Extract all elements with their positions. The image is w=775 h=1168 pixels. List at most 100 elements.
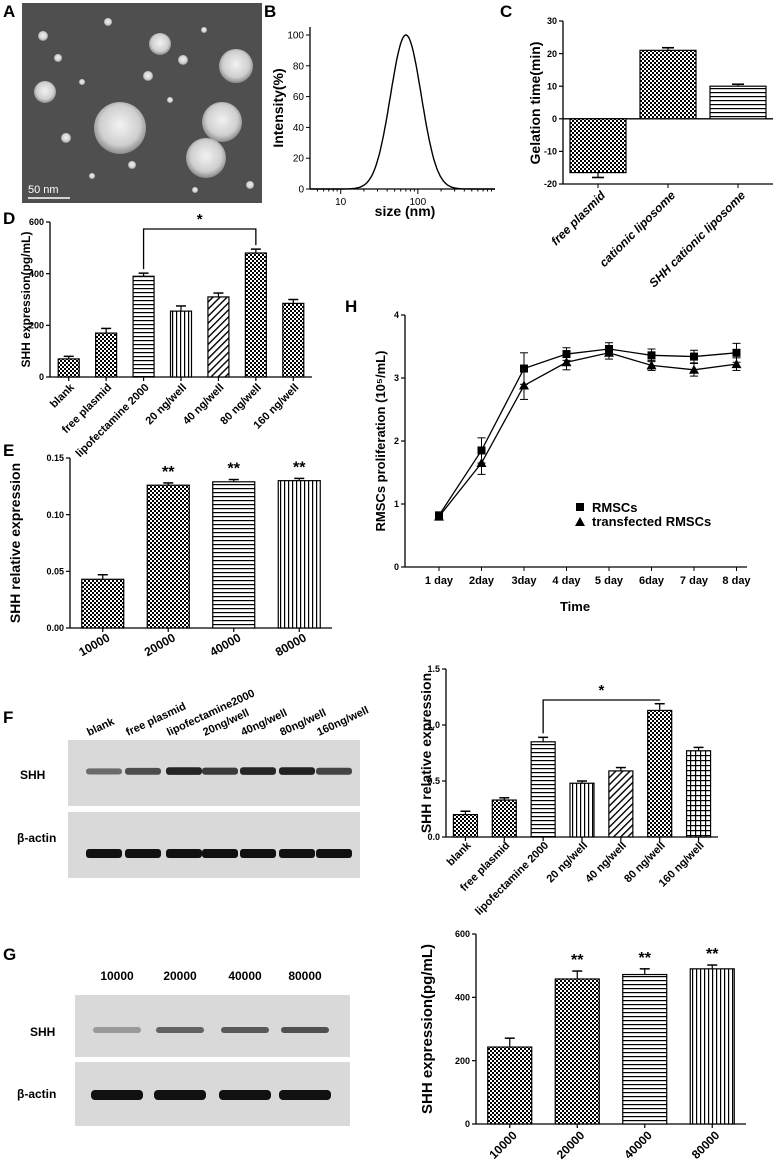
blot-row-label: β-actin [17, 1087, 56, 1101]
x-tick-label: 10000 [76, 630, 112, 659]
bar [452, 813, 479, 838]
data-point [477, 446, 486, 455]
data-point [561, 357, 572, 367]
chart-rmsc-proliferation: 0 1 2 3 4 1 day 2day 3day 4 day 5 day 6day 7 day 8 d… [373, 310, 751, 614]
y-tick-label: 40 [293, 123, 305, 134]
blot-row-label: SHH [20, 768, 45, 782]
bar [530, 741, 556, 838]
bar [57, 358, 80, 378]
data-label: ** [639, 950, 652, 967]
significance-bracket [142, 228, 257, 270]
blot-band [166, 849, 202, 858]
blot-band [279, 767, 315, 775]
x-tick-label: 10 [335, 197, 347, 208]
y-axis-title: SHH relative expression [7, 463, 23, 623]
legend-marker [576, 503, 584, 511]
x-tick-label: 20 ng/well [544, 840, 590, 886]
bar [244, 252, 267, 378]
x-tick-label: 80000 [273, 630, 309, 659]
x-tick-label: lipofectamine 2000 [473, 840, 551, 918]
significance-bracket [542, 699, 661, 734]
data-point [476, 458, 487, 468]
blot-band [166, 767, 202, 775]
bar [212, 481, 256, 629]
bar [277, 480, 321, 629]
bar [569, 782, 595, 838]
bar [554, 978, 600, 1125]
series-line [438, 352, 737, 518]
y-tick-label: 1 [394, 499, 399, 509]
bar [608, 770, 634, 838]
series-line [438, 348, 737, 516]
x-axis-title: size (nm) [375, 203, 436, 219]
bar [81, 578, 125, 629]
x-tick-label: 3day [511, 575, 537, 587]
y-tick-label: 3 [394, 373, 399, 383]
x-tick-label: 20000 [142, 630, 178, 659]
y-tick-label: 30 [547, 16, 557, 26]
data-label: ** [293, 459, 306, 476]
y-tick-label: 0.0 [427, 832, 440, 842]
panel-label-B: B [264, 2, 276, 21]
data-point [646, 360, 657, 370]
y-tick-label: 0.10 [46, 510, 64, 520]
bar [169, 310, 193, 378]
y-tick-label: 100 [287, 31, 304, 42]
blot-band [240, 849, 276, 858]
y-tick-label: 1.5 [427, 664, 440, 674]
y-tick-label: 0 [552, 114, 557, 124]
blot-band [316, 849, 352, 858]
y-tick-label: -10 [544, 147, 557, 157]
chart-shh-expression-cells: 0 200 400 600 10000 20000 ** 40000 ** 80000 ** SHH … [419, 929, 746, 1162]
y-tick-label: 400 [29, 269, 44, 279]
x-axis-title: Time [560, 599, 590, 614]
x-tick-label: 40000 [621, 1128, 655, 1162]
bar [709, 85, 767, 120]
y-tick-label: 0 [394, 562, 399, 572]
data-point [604, 347, 614, 357]
blot-lane-label: 20000 [163, 969, 197, 983]
x-tick-label: free plasmid [548, 188, 608, 248]
x-tick-label: 100 [410, 197, 427, 208]
y-axis-title: Intensity(%) [270, 68, 286, 147]
x-tick-label: 8 day [722, 575, 751, 587]
panel-label-F: F [3, 708, 13, 727]
y-tick-label: 60 [293, 92, 305, 103]
panel-label-C: C [500, 2, 512, 21]
western-blot-F: blank free plasmidlipofectamine200020ng/w… [17, 688, 371, 878]
bar [132, 275, 155, 378]
blot-band [202, 849, 238, 858]
blot-band [125, 849, 161, 858]
y-tick-label: 0 [465, 1119, 470, 1129]
x-tick-label: 5 day [595, 575, 624, 587]
panel-label-A: A [3, 2, 15, 21]
data-point [519, 380, 529, 390]
x-tick-label: 10000 [486, 1128, 520, 1162]
panel-label-E: E [3, 441, 14, 460]
blot-band [240, 767, 276, 775]
panel-label-D: D [3, 209, 15, 228]
y-tick-label: 400 [455, 992, 470, 1002]
data-point [689, 364, 699, 374]
data-label: ** [706, 946, 719, 963]
x-tick-label: 40000 [207, 630, 243, 659]
y-tick-label: 0 [298, 185, 304, 196]
data-label: ** [162, 464, 175, 481]
chart-shh-relative-expression-cells: 0.00 0.05 0.10 0.15 10000 20000 ** 40000 ** 80000… [7, 453, 332, 659]
significance-label: * [599, 682, 605, 699]
bar [95, 332, 118, 378]
blot-band [86, 849, 122, 858]
y-axis-title: RMSCs proliferation (10⁵/mL) [373, 351, 388, 532]
tem-image: 50 nm [22, 3, 262, 203]
blot-band [221, 1027, 269, 1033]
y-axis-title: SHH relative expression [418, 673, 434, 833]
bar [685, 750, 712, 838]
blot-lane-label: 80000 [288, 969, 322, 983]
blot-band [316, 767, 352, 775]
x-tick-label: lipofectamine 2000 [74, 382, 152, 460]
bar [487, 1046, 533, 1125]
bar [569, 118, 627, 174]
